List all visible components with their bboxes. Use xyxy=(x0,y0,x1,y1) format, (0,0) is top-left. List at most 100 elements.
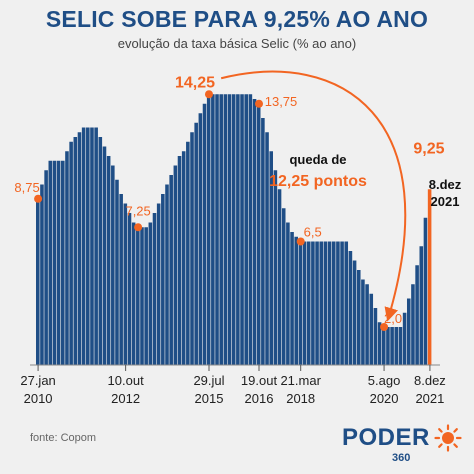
x-tick-label: 2010 xyxy=(24,391,53,406)
bar xyxy=(69,141,73,365)
bar xyxy=(215,94,219,365)
x-tick-label: 2012 xyxy=(111,391,140,406)
bar xyxy=(394,327,399,365)
bar xyxy=(356,270,361,365)
x-tick-label: 10.out xyxy=(108,373,145,388)
bar xyxy=(156,203,161,365)
annotation-line2: 12,25 pontos xyxy=(269,173,367,190)
value-label: 13,75 xyxy=(265,94,298,109)
x-tick-label: 2016 xyxy=(245,391,274,406)
bar xyxy=(256,103,261,365)
bar xyxy=(227,94,232,365)
bar xyxy=(161,194,165,365)
bar xyxy=(231,94,236,365)
bar xyxy=(165,184,169,365)
chart-subtitle: evolução da taxa básica Selic (% ao ano) xyxy=(117,36,357,51)
bar xyxy=(211,94,215,365)
x-tick-label: 29.jul xyxy=(193,373,224,388)
bar xyxy=(361,279,365,365)
point-marker xyxy=(134,223,143,232)
bar xyxy=(119,194,123,365)
x-tick-label: 5.ago xyxy=(368,373,401,388)
chart-title: SELIC SOBE PARA 9,25% AO ANO xyxy=(45,6,429,32)
annotation-line1: queda de xyxy=(289,152,346,167)
bar xyxy=(48,160,53,365)
bar xyxy=(390,327,394,365)
bar xyxy=(206,94,211,365)
bar xyxy=(186,141,190,365)
value-label: 6,5 xyxy=(304,225,322,240)
x-tick-label: 27.jan xyxy=(20,373,55,388)
bar xyxy=(331,241,336,365)
last-value-date-line2: 2021 xyxy=(431,194,460,209)
point-marker xyxy=(34,194,43,203)
bar xyxy=(127,213,132,365)
bar xyxy=(381,327,386,365)
bar xyxy=(115,179,119,365)
bar xyxy=(319,241,324,365)
bar xyxy=(169,175,173,365)
bar xyxy=(94,127,98,365)
bar xyxy=(86,127,90,365)
bar xyxy=(352,260,357,365)
bar xyxy=(336,241,340,365)
bar xyxy=(111,165,115,365)
value-label: 2,0 xyxy=(384,311,402,326)
bar xyxy=(419,246,424,365)
bar xyxy=(348,251,353,365)
source-note: fonte: Copom xyxy=(30,432,97,444)
bar xyxy=(181,151,186,365)
bar xyxy=(194,122,198,365)
sun-icon xyxy=(434,424,462,452)
bar xyxy=(244,94,248,365)
x-tick-label: 21.mar xyxy=(280,373,321,388)
value-label: 14,25 xyxy=(175,74,215,91)
bar xyxy=(40,184,44,365)
bar xyxy=(252,99,257,365)
bar xyxy=(365,284,369,365)
bar xyxy=(373,308,378,365)
bar xyxy=(377,322,382,365)
logo-text: PODER xyxy=(342,424,430,451)
bars-group xyxy=(36,94,432,365)
bar xyxy=(65,151,69,365)
bar xyxy=(148,222,153,365)
bar xyxy=(136,227,140,365)
x-ticks: 27.jan 2010 10.out 2012 29.jul 2015 19.out 2016… xyxy=(20,365,446,406)
bar xyxy=(423,217,428,365)
value-label: 9,25 xyxy=(413,140,444,157)
bar xyxy=(106,156,111,365)
bar xyxy=(290,232,294,365)
point-marker xyxy=(204,90,213,99)
value-label: 8,75 xyxy=(14,180,39,195)
bar xyxy=(52,160,57,365)
bar xyxy=(223,94,228,365)
bar xyxy=(281,208,286,365)
bar xyxy=(302,241,307,365)
drop-arrow xyxy=(220,70,407,322)
bar xyxy=(144,227,148,365)
point-marker xyxy=(380,323,389,331)
bar xyxy=(98,137,103,365)
value-label: 7,25 xyxy=(125,203,150,218)
bar xyxy=(236,94,240,365)
bar xyxy=(61,160,65,365)
bar xyxy=(294,236,299,365)
bar xyxy=(315,241,319,365)
bar xyxy=(102,146,107,365)
bar xyxy=(140,227,144,365)
point-marker xyxy=(296,237,305,246)
x-tick-label: 2018 xyxy=(286,391,315,406)
bar xyxy=(44,170,48,365)
x-tick-label: 2021 xyxy=(415,391,444,406)
bar xyxy=(398,327,403,365)
bar xyxy=(411,284,415,365)
bar xyxy=(369,293,374,365)
bar xyxy=(123,203,128,365)
x-tick-label: 2015 xyxy=(195,391,224,406)
bar xyxy=(240,94,244,365)
bar-latest xyxy=(427,189,432,365)
bar xyxy=(277,189,282,365)
bar xyxy=(36,198,40,365)
